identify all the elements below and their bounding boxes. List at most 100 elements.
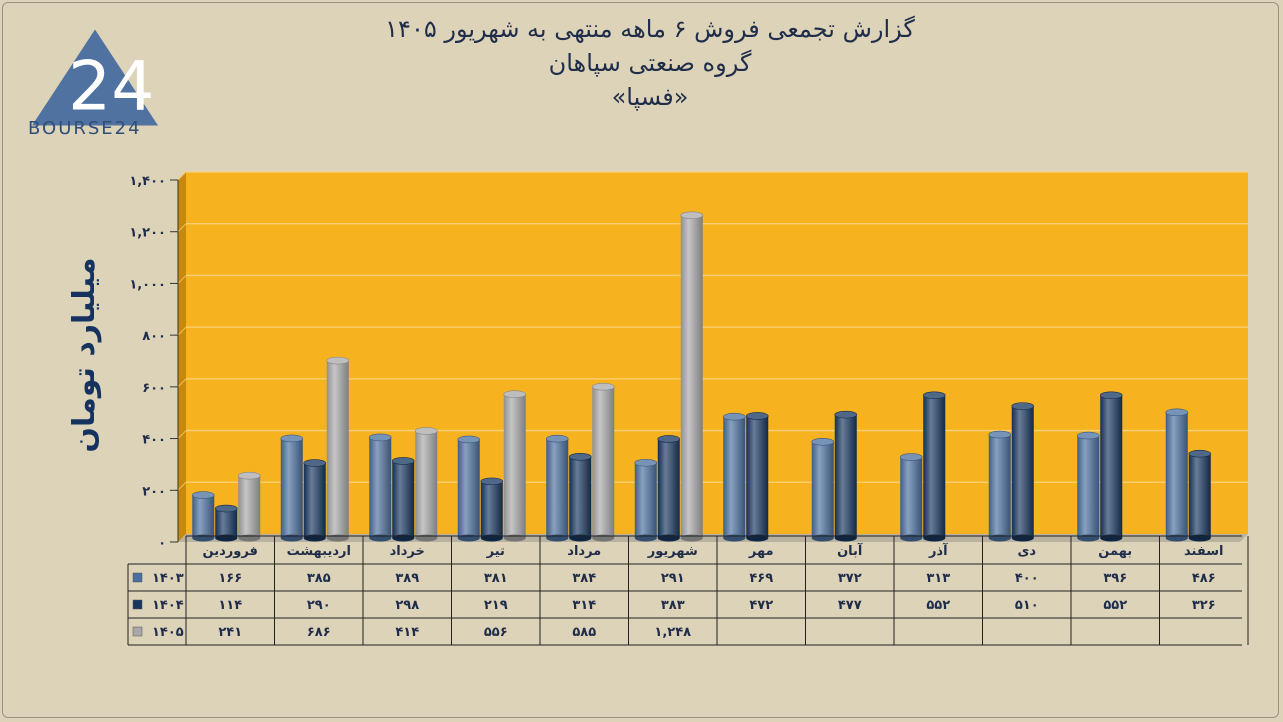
y-tick-label: ۶۰۰	[142, 381, 166, 396]
bar-cap	[214, 504, 238, 513]
gridline-side	[177, 275, 187, 284]
gridline-side	[177, 481, 187, 491]
bar-cap	[834, 410, 858, 419]
bar	[1011, 406, 1034, 538]
plot-area	[186, 172, 1248, 534]
gridline-side	[177, 430, 187, 439]
bar	[215, 508, 238, 538]
y-tick-label: ۲۰۰	[142, 484, 166, 499]
data-value-label: ۳۸۳	[661, 598, 685, 613]
bar-cap	[457, 435, 481, 444]
legend-series-name: ۱۴۰۴	[152, 598, 184, 613]
y-tick-label: ۱,۴۰۰	[129, 174, 166, 189]
bar	[592, 386, 615, 538]
bar-cap	[745, 412, 769, 420]
category-label: مرداد	[567, 544, 601, 559]
legend-swatch	[132, 599, 143, 610]
bar-cap	[634, 458, 658, 467]
data-value-label: ۲۹۱	[661, 571, 685, 586]
data-value-label: ۱۱۴	[218, 598, 242, 613]
category-label: مهر	[748, 544, 774, 559]
data-value-label: ۲۹۸	[395, 598, 419, 613]
data-value-label: ۴۱۴	[395, 625, 419, 640]
legend-swatch	[132, 626, 143, 637]
bar-cap	[722, 412, 746, 421]
bar	[369, 437, 392, 538]
data-value-label: ۳۱۴	[572, 598, 596, 613]
bar	[1165, 412, 1188, 538]
category-label: اسفند	[1184, 544, 1223, 559]
gridline-side	[177, 223, 187, 233]
gridline-side	[177, 378, 187, 388]
bar-cap	[237, 471, 261, 480]
bar-cap	[657, 435, 681, 443]
data-value-label: ۶۸۶	[307, 625, 331, 640]
bar-cap	[1011, 402, 1035, 410]
data-value-label: ۱,۲۴۸	[654, 625, 691, 640]
bar-cap	[503, 390, 527, 399]
data-value-label: ۳۸۱	[484, 571, 508, 586]
category-label: آذر	[928, 542, 948, 559]
y-tick-label: ۱,۰۰۰	[129, 277, 166, 292]
bar	[1100, 395, 1123, 538]
title-line-3: «فسپا»	[611, 83, 689, 111]
bar-cap	[591, 382, 615, 391]
bar	[900, 457, 923, 538]
data-value-label: ۴۰۰	[1015, 571, 1039, 586]
data-value-label: ۳۲۶	[1192, 598, 1216, 613]
category-label: اردیبهشت	[287, 544, 351, 559]
bar	[238, 475, 261, 538]
bar	[1077, 435, 1100, 538]
data-value-label: ۴۸۶	[1192, 571, 1216, 586]
logo-mark: 24	[68, 48, 155, 127]
bar-cap	[545, 434, 569, 443]
title-line-1: گزارش تجمعی فروش ۶ ماهه منتهی به شهریور …	[385, 15, 915, 43]
bar	[326, 360, 349, 538]
logo-text: BOURSE24	[28, 118, 142, 139]
category-label: آبان	[837, 542, 863, 559]
y-tick-label: ۱,۲۰۰	[129, 226, 166, 241]
legend-series-name: ۱۴۰۵	[152, 625, 184, 640]
data-value-label: ۲۴۱	[218, 625, 242, 640]
bar	[988, 434, 1011, 538]
data-value-label: ۵۵۲	[926, 598, 950, 613]
category-label: بهمن	[1098, 544, 1132, 559]
data-value-label: ۳۱۳	[926, 571, 950, 586]
bar	[811, 441, 834, 538]
data-value-label: ۲۹۰	[307, 598, 331, 613]
bar	[303, 463, 326, 538]
bar	[546, 438, 569, 538]
legend-series-name: ۱۴۰۳	[152, 571, 184, 586]
bar	[680, 215, 703, 538]
plot-side-wall	[178, 172, 186, 542]
bar-cap	[1076, 431, 1100, 440]
bar	[923, 395, 946, 538]
bar	[480, 481, 503, 538]
bar	[746, 415, 769, 538]
chart-title: گزارش تجمعی فروش ۶ ماهه منتهی به شهریور …	[300, 12, 1000, 114]
bar	[634, 462, 657, 538]
data-value-label: ۲۱۹	[484, 598, 508, 613]
bar	[1188, 453, 1211, 538]
y-tick-label: ۴۰۰	[142, 433, 166, 448]
data-value-label: ۵۵۶	[484, 625, 508, 640]
bar-cap	[480, 477, 504, 486]
bar-cap	[988, 430, 1012, 439]
bar	[834, 414, 857, 538]
category-label: خرداد	[390, 544, 425, 559]
bar	[723, 416, 746, 538]
bar	[415, 430, 438, 538]
bar-cap	[280, 434, 304, 443]
y-tick-label: ۸۰۰	[142, 329, 166, 344]
bar-cap	[391, 457, 415, 465]
bar-cap	[1188, 449, 1212, 458]
y-tick-label: ۰	[158, 536, 166, 551]
bar	[392, 460, 415, 538]
bar-cap	[414, 427, 438, 435]
data-value-label: ۴۷۲	[749, 598, 773, 613]
data-value-label: ۱۶۶	[218, 571, 242, 586]
gridline-side	[177, 171, 187, 181]
bourse24-logo-icon: 24	[32, 29, 158, 127]
